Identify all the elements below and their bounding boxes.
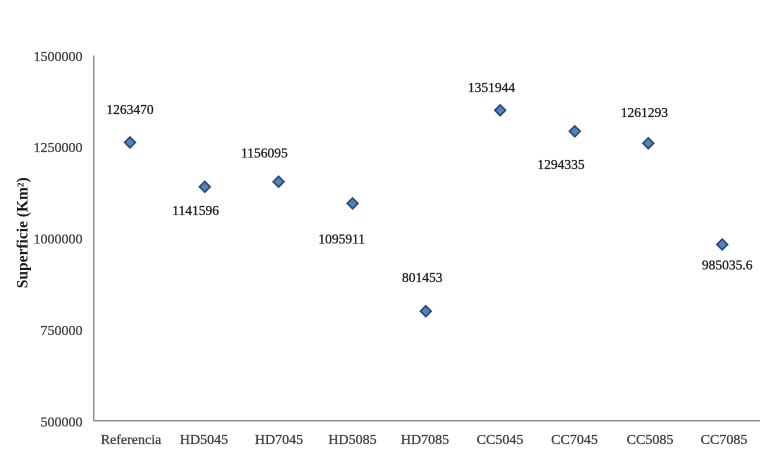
svg-text:1500000: 1500000 (34, 50, 83, 65)
svg-text:HD7045: HD7045 (255, 433, 303, 448)
svg-text:CC5085: CC5085 (627, 433, 674, 448)
svg-text:Superficie (Km²): Superficie (Km²) (14, 177, 31, 288)
svg-text:1261293: 1261293 (621, 105, 669, 120)
svg-text:CC5045: CC5045 (477, 433, 524, 448)
svg-text:500000: 500000 (41, 416, 83, 431)
svg-text:1351944: 1351944 (468, 80, 516, 95)
svg-text:HD5085: HD5085 (328, 433, 376, 448)
svg-text:Referencia: Referencia (101, 433, 162, 448)
svg-text:1263470: 1263470 (106, 102, 154, 117)
svg-text:1250000: 1250000 (34, 141, 83, 156)
svg-text:1294335: 1294335 (537, 157, 585, 172)
svg-text:1156095: 1156095 (241, 146, 288, 161)
svg-text:CC7045: CC7045 (551, 433, 598, 448)
svg-text:1095911: 1095911 (318, 231, 365, 246)
svg-text:1141596: 1141596 (172, 203, 219, 218)
svg-text:801453: 801453 (402, 270, 443, 285)
svg-text:HD5045: HD5045 (180, 433, 228, 448)
svg-text:HD7085: HD7085 (401, 433, 449, 448)
svg-text:1000000: 1000000 (34, 233, 83, 248)
svg-text:985035.6: 985035.6 (702, 257, 753, 272)
svg-text:750000: 750000 (41, 324, 83, 339)
svg-text:CC7085: CC7085 (701, 433, 748, 448)
